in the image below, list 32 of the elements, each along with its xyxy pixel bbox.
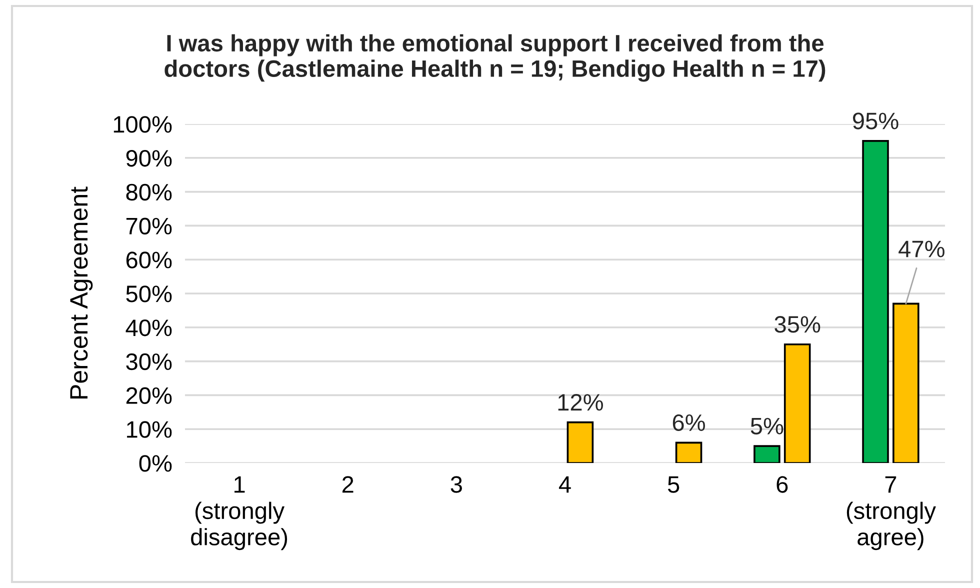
bar	[566, 421, 594, 463]
y-tick-label: 60%	[126, 252, 172, 268]
x-tick-label: 2	[342, 476, 354, 493]
y-tick-label: 30%	[126, 353, 172, 370]
y-tick-label: 80%	[126, 184, 172, 201]
bar	[754, 445, 780, 463]
bar	[892, 302, 920, 463]
y-tick-label: 50%	[126, 286, 172, 302]
data-label: 47%	[898, 240, 944, 258]
y-tick-label: 100%	[114, 116, 172, 133]
data-label: 35%	[774, 316, 820, 333]
x-tick-label: 5	[668, 476, 680, 493]
bar	[675, 442, 702, 463]
y-tick-label: 10%	[127, 421, 172, 438]
data-label: 6%	[672, 414, 705, 432]
data-label: 95%	[852, 112, 898, 130]
y-tick-label: 90%	[126, 150, 172, 167]
bar	[862, 140, 889, 463]
x-tick-label: 7 (strongly agree)	[846, 476, 936, 550]
data-label: 5%	[750, 418, 784, 434]
x-tick-label: 6	[776, 476, 788, 493]
x-tick-label: 4	[558, 476, 571, 493]
bar	[784, 343, 811, 463]
chart-title: I was happy with the emotional support I received from the doctors (Castlemaine Health n = 19; Bendigo Health n = 17)	[164, 34, 826, 82]
y-tick-label: 20%	[126, 387, 172, 404]
data-label: 12%	[558, 394, 603, 411]
y-axis-title: Percent Agreement	[70, 186, 93, 398]
x-tick-label: 3	[450, 476, 462, 493]
x-tick-label: 1 (strongly disagree)	[191, 476, 288, 550]
y-tick-label: 70%	[126, 218, 172, 234]
y-tick-label: 0%	[139, 455, 172, 472]
y-tick-label: 40%	[126, 319, 172, 336]
